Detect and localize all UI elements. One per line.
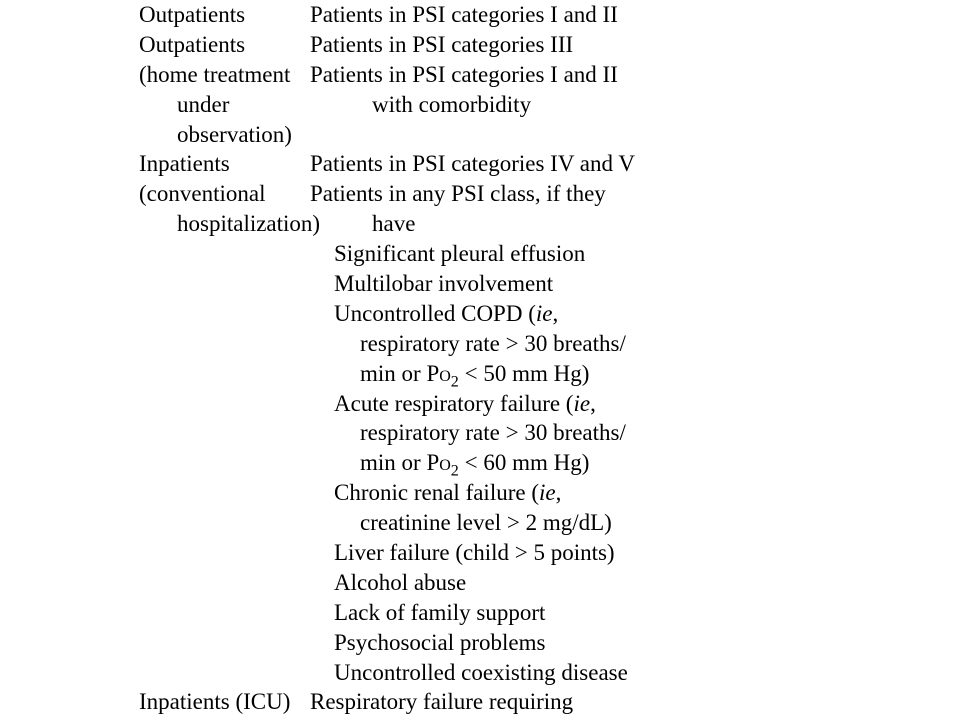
left-text: under observation) bbox=[139, 90, 302, 150]
left-column: Outpatients bbox=[0, 0, 310, 30]
right-text: Alcohol abuse bbox=[310, 568, 960, 598]
right-text: respiratory rate > 30 breaths/ bbox=[310, 418, 960, 448]
left-text: Outpatients bbox=[139, 0, 302, 30]
right-text: Patients in PSI categories IV and V bbox=[310, 149, 960, 179]
right-text: Significant pleural effusion bbox=[310, 239, 960, 269]
right-text: Patients in PSI categories I and II bbox=[310, 60, 960, 90]
right-column: Respiratory failure requiring bbox=[310, 687, 960, 717]
right-text: Respiratory failure requiring bbox=[310, 687, 960, 717]
right-text: min or Po2 < 60 mm Hg) bbox=[310, 448, 960, 478]
table-row: Inpatients (conventionalhospitalization)… bbox=[0, 149, 960, 687]
left-text: hospitalization) bbox=[139, 209, 302, 239]
table-row: Inpatients (ICU) Respiratory failure requ… bbox=[0, 687, 960, 717]
right-text: Acute respiratory failure (ie, bbox=[310, 389, 960, 419]
right-column: Patients in PSI categories IIIPatients i… bbox=[310, 30, 960, 150]
right-text: Multilobar involvement bbox=[310, 269, 960, 299]
table-row: Outpatients (home treatmentunder observa… bbox=[0, 30, 960, 150]
right-text: with comorbidity bbox=[310, 90, 960, 120]
right-column: Patients in PSI categories I and II bbox=[310, 0, 960, 30]
right-text: Chronic renal failure (ie, bbox=[310, 478, 960, 508]
right-text: respiratory rate > 30 breaths/ bbox=[310, 329, 960, 359]
right-text: Patients in any PSI class, if they bbox=[310, 179, 960, 209]
table-container: Outpatients Patients in PSI categories I … bbox=[0, 0, 960, 717]
right-text: Patients in PSI categories III bbox=[310, 30, 960, 60]
right-text: Uncontrolled coexisting disease bbox=[310, 658, 960, 688]
right-text: creatinine level > 2 mg/dL) bbox=[310, 508, 960, 538]
right-text: Liver failure (child > 5 points) bbox=[310, 538, 960, 568]
left-column: Inpatients (ICU) bbox=[0, 687, 310, 717]
right-text: min or Po2 < 50 mm Hg) bbox=[310, 359, 960, 389]
right-column: Patients in PSI categories IV and VPatie… bbox=[310, 149, 960, 687]
table-row: Outpatients Patients in PSI categories I … bbox=[0, 0, 960, 30]
left-text: Inpatients (ICU) bbox=[139, 687, 302, 717]
left-column: Inpatients (conventionalhospitalization) bbox=[0, 149, 310, 687]
left-text: Inpatients (conventional bbox=[139, 149, 302, 209]
left-text: Outpatients (home treatment bbox=[139, 30, 302, 90]
right-text: Lack of family support bbox=[310, 598, 960, 628]
right-text: Uncontrolled COPD (ie, bbox=[310, 299, 960, 329]
right-text: have bbox=[310, 209, 960, 239]
left-column: Outpatients (home treatmentunder observa… bbox=[0, 30, 310, 150]
right-text: Patients in PSI categories I and II bbox=[310, 0, 960, 30]
right-text: Psychosocial problems bbox=[310, 628, 960, 658]
